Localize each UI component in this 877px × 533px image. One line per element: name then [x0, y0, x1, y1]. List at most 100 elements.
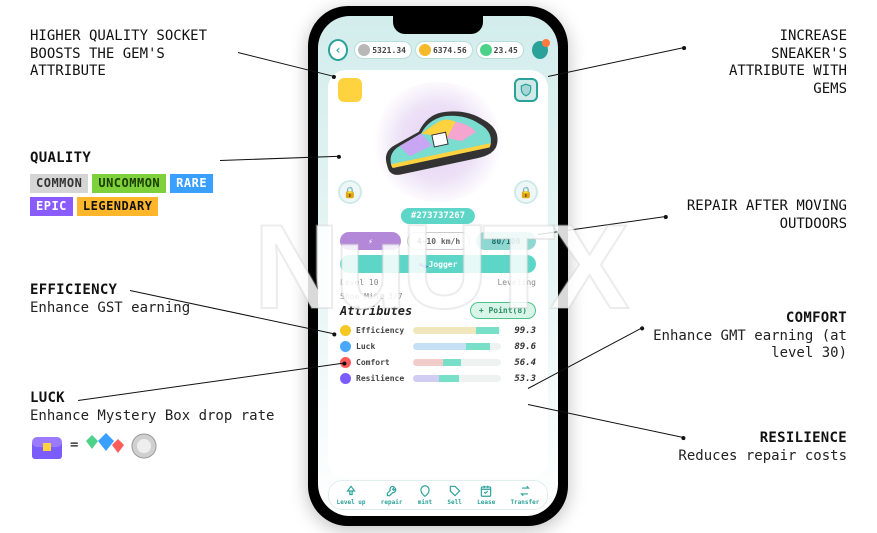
tab-label: repair — [381, 499, 403, 506]
currency-row: 5321.34 6374.56 23.45 — [354, 41, 524, 59]
topbar: ‹ 5321.34 6374.56 23.45 — [318, 38, 558, 62]
callout-socket: HIGHER QUALITY SOCKET BOOSTS THE GEM'S A… — [30, 28, 240, 81]
callout-repair: REPAIR AFTER MOVING OUTDOORS — [667, 198, 847, 233]
attr-name: Efficiency — [356, 326, 408, 335]
token-icon — [130, 432, 158, 460]
attr-value: 89.6 — [506, 342, 536, 352]
attribute-row: Efficiency 99.3 — [340, 325, 536, 336]
attr-icon — [340, 373, 351, 384]
quality-badge: LEGENDARY — [77, 197, 159, 216]
gem-socket-locked[interactable]: 🔒 — [338, 180, 362, 204]
back-button[interactable]: ‹ — [328, 39, 348, 61]
quality-badge: EPIC — [30, 197, 73, 216]
equals-sign: = — [70, 437, 78, 455]
callout-luck: LUCK Enhance Mystery Box drop rate = — [30, 390, 274, 461]
lock-icon: 🔒 — [343, 186, 357, 199]
levelup-icon — [344, 484, 358, 498]
attr-icon — [340, 341, 351, 352]
attr-icon — [340, 325, 351, 336]
currency-value: 6374.56 — [433, 46, 467, 55]
phone-frame: ‹ 5321.34 6374.56 23.45 🔒 🔒 — [308, 6, 568, 526]
currency-value: 23.45 — [494, 46, 518, 55]
gem-socket[interactable] — [338, 78, 362, 102]
phone-notch — [393, 16, 483, 34]
lease-icon — [479, 484, 493, 498]
luck-header: LUCK — [30, 390, 274, 408]
attributes-section: Attributes + Point(8) Efficiency 99.3 Lu… — [340, 302, 536, 389]
coin-icon — [480, 44, 492, 56]
attr-value: 56.4 — [506, 358, 536, 368]
currency-value: 5321.34 — [372, 46, 406, 55]
repair-icon — [385, 484, 399, 498]
level-label: Level 10 — [340, 278, 491, 287]
sneaker-card: 🔒 🔒 #273737267 ⚡ 4-10 km/h 80/100 — [328, 70, 548, 478]
attr-name: Comfort — [356, 358, 408, 367]
mint-icon — [418, 484, 432, 498]
attribute-row: Resilience 53.3 — [340, 373, 536, 384]
currency-pill[interactable]: 6374.56 — [415, 41, 473, 59]
tab-levelup[interactable]: Level up — [337, 484, 366, 506]
attr-name: Luck — [356, 342, 408, 351]
tab-repair[interactable]: repair — [381, 484, 403, 506]
resilience-sub: Reduces repair costs — [627, 448, 847, 466]
add-points-button[interactable]: + Point(8) — [470, 302, 536, 319]
attr-bar — [413, 327, 501, 334]
bottom-tabbar: Level up repair mint Sell Lease Transfer — [328, 480, 548, 510]
level-state: Leveling — [497, 278, 536, 287]
mint-label: Shoe Mint 3/7 — [340, 292, 536, 301]
efficiency-sub: Enhance GST earning — [30, 300, 190, 318]
tab-lease[interactable]: Lease — [477, 484, 495, 506]
callout-resilience: RESILIENCE Reduces repair costs — [627, 430, 847, 465]
callout-comfort: COMFORT Enhance GMT earning (at level 30… — [637, 310, 847, 363]
currency-pill[interactable]: 5321.34 — [354, 41, 412, 59]
tab-label: Transfer — [510, 499, 539, 506]
coin-icon — [358, 44, 370, 56]
attr-value: 99.3 — [506, 326, 536, 336]
attribute-row: Comfort 56.4 — [340, 357, 536, 368]
type-label: Jogger — [429, 260, 458, 269]
quality-badge: RARE — [170, 174, 213, 193]
comfort-sub: Enhance GMT earning (at level 30) — [637, 328, 847, 363]
callout-gems: INCREASE SNEAKER'S ATTRIBUTE WITH GEMS — [697, 28, 847, 98]
quality-badge: COMMON — [30, 174, 88, 193]
comfort-header: COMFORT — [637, 310, 847, 328]
attr-value: 53.3 — [506, 374, 536, 384]
connector — [548, 47, 685, 77]
lock-icon: 🔒 — [519, 186, 533, 199]
phone-screen: ‹ 5321.34 6374.56 23.45 🔒 🔒 — [318, 16, 558, 516]
chest-icon — [30, 431, 64, 461]
durability-pill: 80/100 — [476, 232, 536, 250]
quality-badge: UNCOMMON — [92, 174, 166, 193]
tab-transfer[interactable]: Transfer — [510, 484, 539, 506]
speed-range: 4-10 km/h — [407, 232, 470, 250]
tab-label: Sell — [447, 499, 461, 506]
gem-socket-locked[interactable]: 🔒 — [514, 180, 538, 204]
quality-header: QUALITY — [30, 150, 220, 168]
gem-socket[interactable] — [514, 78, 538, 102]
meta-pill: ⚡ — [340, 232, 401, 250]
attr-bar — [413, 375, 501, 382]
attributes-title: Attributes — [340, 304, 412, 318]
luck-sub: Enhance Mystery Box drop rate — [30, 408, 274, 426]
tab-label: mint — [418, 499, 432, 506]
attr-bar — [413, 343, 501, 350]
coin-icon — [419, 44, 431, 56]
callout-quality: QUALITY COMMONUNCOMMONRARE EPICLEGENDARY — [30, 150, 220, 216]
notification-icon[interactable] — [532, 41, 548, 59]
tab-label: Lease — [477, 499, 495, 506]
attribute-row: Luck 89.6 — [340, 341, 536, 352]
tab-sell[interactable]: Sell — [447, 484, 461, 506]
callout-efficiency: EFFICIENCY Enhance GST earning — [30, 282, 190, 317]
tab-mint[interactable]: mint — [418, 484, 432, 506]
sneaker-meta: ⚡ 4-10 km/h 80/100 👟 Jogger Level 10 Leve… — [340, 232, 536, 301]
currency-pill[interactable]: 23.45 — [476, 41, 524, 59]
gems-icon — [84, 431, 124, 461]
tab-label: Level up — [337, 499, 366, 506]
quality-badges: COMMONUNCOMMONRARE EPICLEGENDARY — [30, 174, 220, 216]
attr-name: Resilience — [356, 374, 408, 383]
type-pill: 👟 Jogger — [340, 255, 536, 273]
sell-icon — [448, 484, 462, 498]
transfer-icon — [518, 484, 532, 498]
shield-icon — [519, 83, 533, 97]
sneaker-id: #273737267 — [401, 208, 475, 224]
